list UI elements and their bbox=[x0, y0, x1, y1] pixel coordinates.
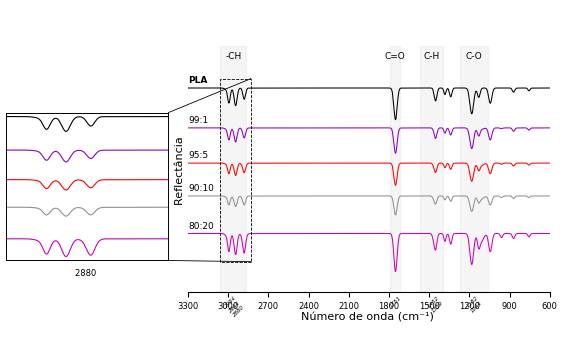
Text: 99:1: 99:1 bbox=[188, 116, 209, 125]
Text: C=O: C=O bbox=[385, 52, 406, 61]
Bar bbox=[220, 46, 246, 292]
Text: C-O: C-O bbox=[466, 52, 482, 61]
Text: 90:10: 90:10 bbox=[188, 184, 214, 193]
Text: PLA: PLA bbox=[188, 76, 208, 85]
Bar bbox=[220, 78, 251, 262]
Text: 80:20: 80:20 bbox=[188, 222, 214, 231]
X-axis label: Número de onda (cm⁻¹) : Número de onda (cm⁻¹) bbox=[301, 312, 437, 322]
Text: 2994
2944
2880: 2994 2944 2880 bbox=[224, 296, 246, 317]
Bar bbox=[390, 46, 399, 292]
Y-axis label: Reflectância : Reflectância bbox=[175, 133, 185, 205]
Bar bbox=[420, 46, 443, 292]
Text: -CH: -CH bbox=[226, 52, 242, 61]
Text: 2880: 2880 bbox=[75, 269, 99, 278]
Text: C-H: C-H bbox=[423, 52, 439, 61]
Text: 95:5: 95:5 bbox=[188, 151, 209, 160]
Text: 1751: 1751 bbox=[389, 296, 402, 309]
Text: 1452
1339: 1452 1339 bbox=[427, 296, 444, 313]
Bar bbox=[460, 46, 488, 292]
Text: 1182
1044: 1182 1044 bbox=[466, 296, 483, 313]
